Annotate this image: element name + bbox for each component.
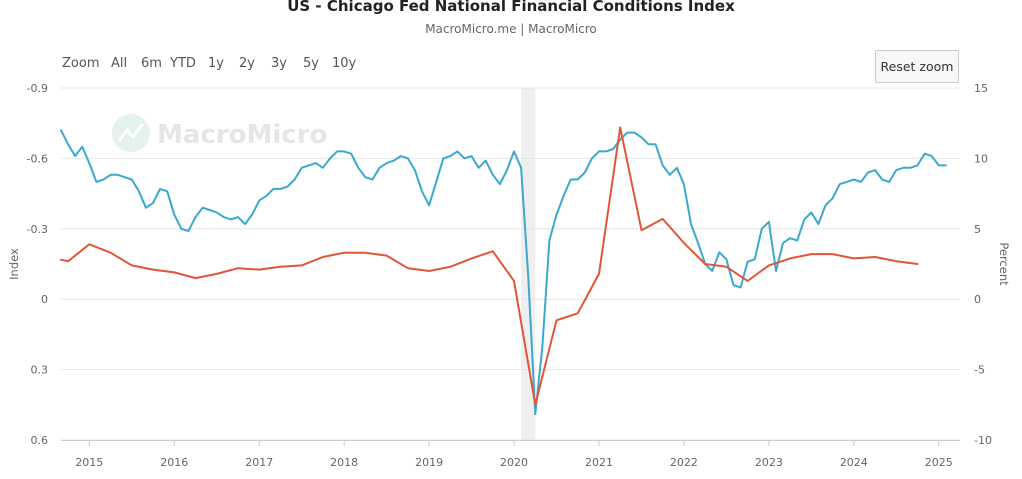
y-left-axis-title: Index <box>7 248 21 280</box>
y-right-tick-label: -10 <box>974 434 992 447</box>
y-right-tick-label: 10 <box>974 152 988 165</box>
zoom-all-button[interactable]: All <box>111 56 128 71</box>
x-tick-label: 2025 <box>925 456 953 469</box>
x-tick-label: 2017 <box>245 456 273 469</box>
y-right-tick-label: 0 <box>974 293 981 306</box>
zoom-2y-button[interactable]: 2y <box>239 56 255 71</box>
x-tick-label: 2016 <box>160 456 188 469</box>
y-left-tick-label: 0.3 <box>31 364 49 377</box>
zoom-10y-button[interactable]: 10y <box>332 56 357 71</box>
y-left-tick-label: -0.9 <box>27 82 48 95</box>
zoom-3y-button[interactable]: 3y <box>271 56 287 71</box>
y-left-tick-label: 0.6 <box>31 434 49 447</box>
x-tick-label: 2023 <box>755 456 783 469</box>
y-right-tick-label: 15 <box>974 82 988 95</box>
chart-subtitle: MacroMicro.me | MacroMicro <box>425 22 597 36</box>
watermark-text: MacroMicro <box>157 120 327 150</box>
x-tick-label: 2022 <box>670 456 698 469</box>
series-line-2 <box>60 126 919 406</box>
x-tick-label: 2020 <box>500 456 528 469</box>
series-line-1 <box>60 129 947 416</box>
zoom-label: Zoom <box>62 56 100 71</box>
x-tick-label: 2015 <box>75 456 103 469</box>
x-tick-label: 2019 <box>415 456 443 469</box>
x-tick-label: 2024 <box>840 456 868 469</box>
y-right-tick-label: 5 <box>974 223 981 236</box>
x-tick-label: 2018 <box>330 456 358 469</box>
zoom-1y-button[interactable]: 1y <box>208 56 224 71</box>
y-right-axis-title: Percent <box>997 242 1011 286</box>
zoom-6m-button[interactable]: 6m <box>141 56 162 71</box>
y-left-tick-label: -0.6 <box>27 152 48 165</box>
chart-title: US - Chicago Fed National Financial Cond… <box>287 0 735 15</box>
zoom-ytd-button[interactable]: YTD <box>170 56 196 71</box>
y-right-tick-label: -5 <box>974 364 985 377</box>
reset-zoom-button[interactable]: Reset zoom <box>875 50 959 83</box>
y-left-tick-label: 0 <box>41 293 48 306</box>
watermark-logo-mark <box>118 123 144 142</box>
y-left-tick-label: -0.3 <box>27 223 48 236</box>
zoom-5y-button[interactable]: 5y <box>303 56 319 71</box>
x-tick-label: 2021 <box>585 456 613 469</box>
